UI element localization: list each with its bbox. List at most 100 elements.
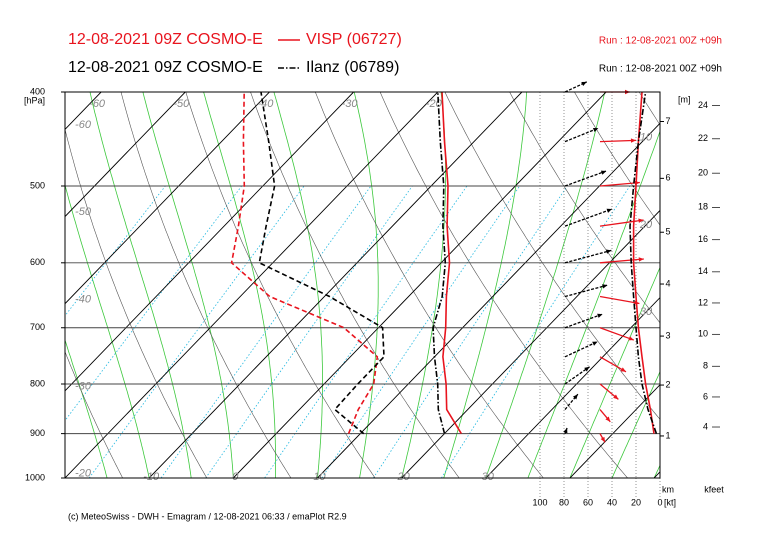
height-kfeet-tick-label: 12 — [698, 297, 708, 307]
wind-arrow-shaft — [599, 219, 644, 227]
height-km-label: km — [662, 484, 674, 494]
height-km-tick-label: 5 — [665, 227, 670, 237]
wind-arrow — [599, 356, 627, 373]
isotherm-label: 10 — [640, 132, 653, 144]
wind-arrow-head — [605, 416, 611, 422]
wind-arrow — [564, 127, 599, 143]
isotherm — [317, 122, 660, 478]
wind-arrow-head — [620, 367, 626, 372]
wind-arrow-head — [630, 138, 636, 143]
wind-arrow-head — [628, 336, 634, 341]
wind-arrow — [564, 170, 607, 187]
height-kfeet-tick-label: 6 — [703, 391, 708, 401]
isotherm — [232, 92, 607, 478]
wind-arrow — [564, 81, 588, 93]
wind-arrow — [599, 295, 640, 305]
mixing-ratio-line — [205, 185, 413, 478]
wind-arrow-shaft — [599, 258, 644, 264]
wind-arrow-shaft — [564, 170, 607, 187]
wind-arrow-head — [602, 284, 608, 289]
wind-arrow-shaft — [564, 208, 613, 227]
wind-arrow-shaft — [564, 393, 579, 410]
wind-tick-label: 60 — [583, 497, 593, 507]
height-kfeet-tick-label: 4 — [703, 421, 708, 431]
wind-arrow-head — [613, 394, 619, 400]
y-tick-label: 900 — [30, 428, 45, 438]
wind-arrow-head — [584, 366, 590, 372]
footer: (c) MeteoSwiss - DWH - Emagram / 12-08-2… — [68, 511, 347, 521]
wind-arrow-shaft — [564, 341, 598, 358]
height-kfeet-tick-label: 10 — [698, 329, 708, 339]
isotherm — [65, 92, 354, 392]
height-km-tick-label: 6 — [665, 173, 670, 183]
isotherm-label: 30 — [482, 471, 495, 483]
wind-arrow-head — [597, 313, 603, 318]
y-tick-label: 700 — [30, 322, 45, 332]
wind-arrow-head — [600, 170, 607, 175]
wind-arrow-head — [592, 341, 598, 346]
y-tick-label: 400 — [30, 86, 45, 96]
isotherm — [569, 384, 660, 478]
isotherm-label: 20 — [639, 219, 653, 231]
height-km-tick-label: 2 — [665, 379, 670, 389]
wind-arrow-head — [581, 81, 587, 86]
isotherm — [65, 92, 270, 305]
legend-name: Ilanz (06789) — [306, 59, 399, 76]
height-kfeet-tick-label: 8 — [703, 361, 708, 371]
wind-speed-line — [629, 91, 658, 434]
wind-arrow — [599, 257, 644, 264]
temperature-line — [432, 91, 447, 434]
wind-arrow — [599, 218, 644, 227]
height-km-tick-label: 7 — [665, 116, 670, 126]
isotherm-label: -50 — [75, 206, 92, 218]
wind-arrow-head — [572, 394, 578, 400]
wind-arrow — [599, 409, 611, 423]
wind-arrow-shaft — [564, 313, 603, 329]
isotherm-label: -20 — [426, 98, 443, 110]
height-kfeet-label: kfeet — [704, 484, 724, 494]
isotherm-label: -60 — [75, 119, 92, 131]
mixing-ratio-line — [65, 185, 243, 422]
wind-tick-label: 40 — [607, 497, 617, 507]
wind-arrow-shaft — [564, 249, 612, 264]
run-info: Run : 12-08-2021 00Z +09h — [599, 64, 722, 75]
wind-arrow-head — [606, 208, 612, 213]
dewpoint-line — [258, 91, 385, 435]
height-kfeet-tick-label: 18 — [698, 202, 708, 212]
legend-model: 12-08-2021 09Z COSMO-E — [68, 59, 263, 76]
height-kfeet-tick-label: 22 — [698, 133, 708, 143]
plot-frame — [64, 91, 661, 479]
height-kfeet-tick-label: 24 — [698, 100, 708, 110]
wind-tick-label: 80 — [559, 497, 569, 507]
wind-arrow-shaft — [564, 284, 608, 298]
wind-arrow — [564, 393, 579, 410]
wind-arrow — [599, 433, 606, 443]
isotherm-label: 30 — [640, 306, 653, 318]
wind-arrow-head — [634, 180, 640, 186]
legend-name: VISP (06727) — [306, 31, 402, 48]
isotherm — [148, 92, 523, 478]
wind-arrow-head — [605, 249, 612, 254]
wind-arrow-head — [600, 436, 605, 443]
mixing-ratio-line — [321, 185, 521, 478]
wind-arrow — [563, 427, 568, 434]
height-kfeet-tick-label: 14 — [698, 266, 708, 276]
height-km-tick-label: 1 — [665, 430, 670, 440]
y-tick-label: 600 — [30, 257, 45, 267]
wind-arrow — [564, 249, 612, 264]
wind-arrow-shaft — [599, 295, 640, 305]
wind-arrow — [564, 341, 598, 358]
wind-arrow-head — [563, 427, 568, 434]
isotherm-label: 0 — [232, 471, 239, 483]
wind-arrow-head — [592, 127, 599, 133]
wind-arrow — [599, 383, 619, 400]
wind-tick-label: 100 — [532, 497, 547, 507]
y-axis-label: [hPa] — [24, 95, 45, 105]
isotherm — [65, 92, 439, 478]
y-tick-label: 500 — [30, 180, 45, 190]
isotherm-label: 10 — [313, 471, 326, 483]
isotherm-label: -50 — [173, 98, 190, 110]
wind-arrow-head — [638, 257, 644, 262]
